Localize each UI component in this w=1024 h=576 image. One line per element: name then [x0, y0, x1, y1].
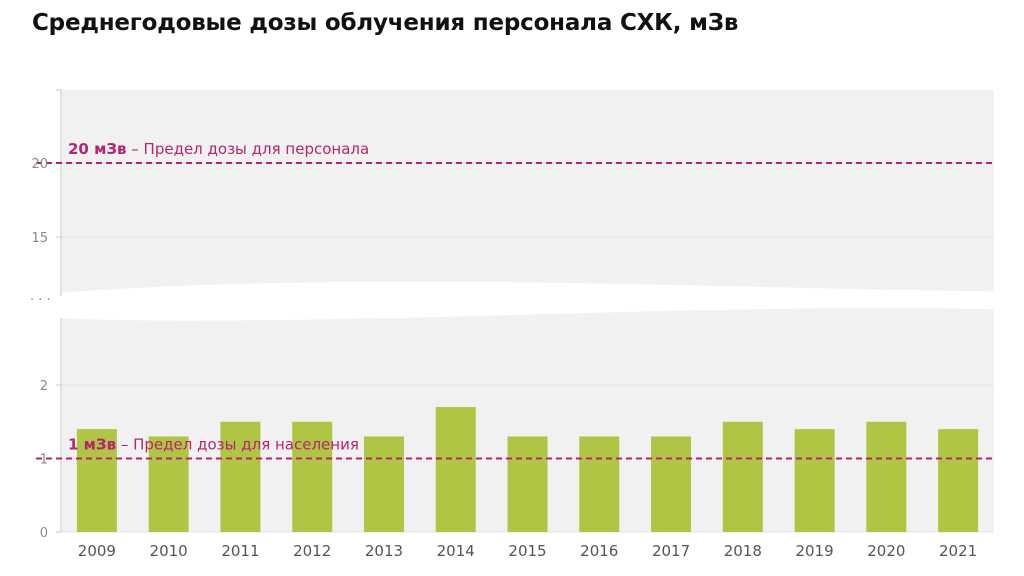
reference-label-text: – Предел дозы для персонала — [127, 140, 370, 158]
bar-2015 — [507, 436, 548, 532]
bar-2011 — [220, 421, 261, 532]
bar-2020 — [866, 421, 907, 532]
axis-break-band — [0, 281, 1024, 321]
y-tick-label: 15 — [31, 231, 48, 246]
x-tick-label: 2015 — [508, 542, 546, 560]
bar-2013 — [363, 436, 404, 532]
bar-2016 — [579, 436, 620, 532]
x-tick-label: 2009 — [78, 542, 116, 560]
reference-label-20: 20 мЗв – Предел дозы для персонала — [68, 140, 369, 158]
x-tick-label: 2017 — [652, 542, 690, 560]
x-tick-label: 2019 — [795, 542, 833, 560]
bar-2017 — [651, 436, 692, 532]
reference-label-value: 20 мЗв — [68, 140, 127, 158]
x-tick-label: 2013 — [365, 542, 403, 560]
x-tick-label: 2010 — [150, 542, 188, 560]
reference-label-value: 1 мЗв — [68, 436, 116, 454]
bar-2021 — [938, 429, 979, 532]
bar-2014 — [435, 407, 476, 532]
bar-2019 — [794, 429, 835, 532]
y-tick-label: 0 — [40, 526, 48, 541]
axis-break-marker: · · · — [30, 293, 51, 308]
x-tick-label: 2014 — [437, 542, 475, 560]
bar-2010 — [148, 436, 189, 532]
bar-2012 — [292, 421, 333, 532]
y-tick-label: 20 — [31, 157, 48, 172]
x-tick-label: 2011 — [221, 542, 259, 560]
chart-title: Среднегодовые дозы облучения персонала С… — [32, 10, 739, 36]
y-tick-label: 1 — [40, 453, 48, 468]
x-tick-label: 2018 — [724, 542, 762, 560]
y-tick-label: 2 — [40, 379, 48, 394]
x-tick-label: 2020 — [867, 542, 905, 560]
x-tick-label: 2016 — [580, 542, 618, 560]
reference-label-1: 1 мЗв – Предел дозы для населения — [68, 436, 359, 454]
reference-label-text: – Предел дозы для населения — [116, 436, 359, 454]
bar-2018 — [722, 421, 763, 532]
x-tick-label: 2021 — [939, 542, 977, 560]
bar-2009 — [76, 429, 117, 532]
x-tick-label: 2012 — [293, 542, 331, 560]
